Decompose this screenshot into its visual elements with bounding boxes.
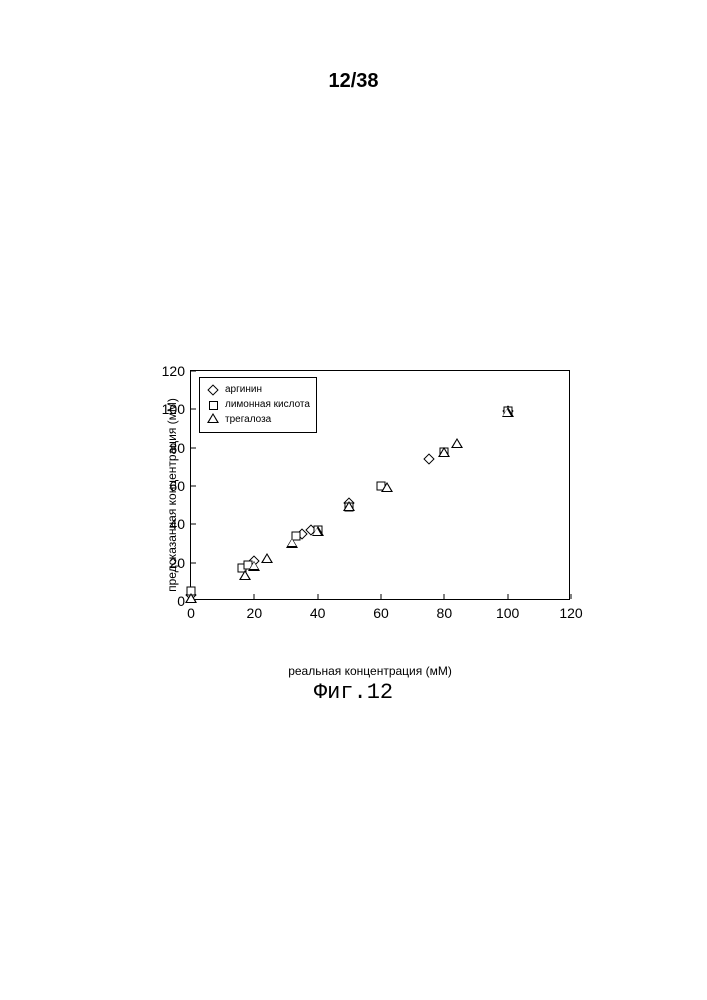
data-point-triangle (239, 570, 251, 580)
diamond-icon (206, 383, 220, 397)
data-point-triangle (248, 561, 260, 571)
figure-caption: Фиг.12 (314, 680, 393, 705)
x-tick-mark (381, 594, 382, 599)
data-point-triangle (502, 407, 514, 417)
data-point-diamond (423, 453, 434, 464)
legend-item: аргинин (206, 383, 310, 397)
y-tick-mark (191, 486, 196, 487)
plot-area: аргининлимонная кислотатрегалоза 0204060… (190, 370, 570, 600)
legend-item: лимонная кислота (206, 398, 310, 412)
x-tick-label: 120 (559, 605, 582, 621)
x-axis-label: реальная концентрация (мМ) (288, 664, 452, 678)
chart-legend: аргининлимонная кислотатрегалоза (199, 377, 317, 433)
y-tick-mark (191, 562, 196, 563)
x-tick-mark (444, 594, 445, 599)
y-tick-mark (191, 409, 196, 410)
y-axis-label: предсказанная концентрация (мМ) (165, 398, 179, 592)
data-point-triangle (438, 447, 450, 457)
x-tick-label: 40 (310, 605, 326, 621)
x-tick-mark (254, 594, 255, 599)
x-tick-label: 60 (373, 605, 389, 621)
y-tick-label: 120 (162, 363, 185, 379)
y-tick-mark (191, 447, 196, 448)
x-tick-label: 0 (187, 605, 195, 621)
legend-label: трегалоза (225, 413, 271, 427)
x-tick-mark (507, 594, 508, 599)
page-header: 12/38 (328, 70, 378, 93)
data-point-triangle (451, 438, 463, 448)
data-point-triangle (381, 482, 393, 492)
x-tick-label: 20 (247, 605, 263, 621)
data-point-triangle (343, 501, 355, 511)
square-icon (206, 398, 220, 412)
data-point-triangle (261, 553, 273, 563)
scatter-chart: аргининлимонная кислотатрегалоза 0 20 40 60… (150, 360, 590, 630)
data-point-triangle (312, 526, 324, 536)
y-tick-label: 0 (177, 593, 185, 609)
x-tick-label: 80 (437, 605, 453, 621)
legend-label: аргинин (225, 383, 262, 397)
triangle-icon (206, 413, 220, 427)
y-tick-mark (191, 524, 196, 525)
legend-item: трегалоза (206, 413, 310, 427)
data-point-triangle (286, 538, 298, 548)
y-tick-mark (191, 371, 196, 372)
legend-label: лимонная кислота (225, 398, 310, 412)
data-point-triangle (185, 593, 197, 603)
x-tick-mark (317, 594, 318, 599)
x-tick-mark (571, 594, 572, 599)
x-tick-label: 100 (496, 605, 519, 621)
